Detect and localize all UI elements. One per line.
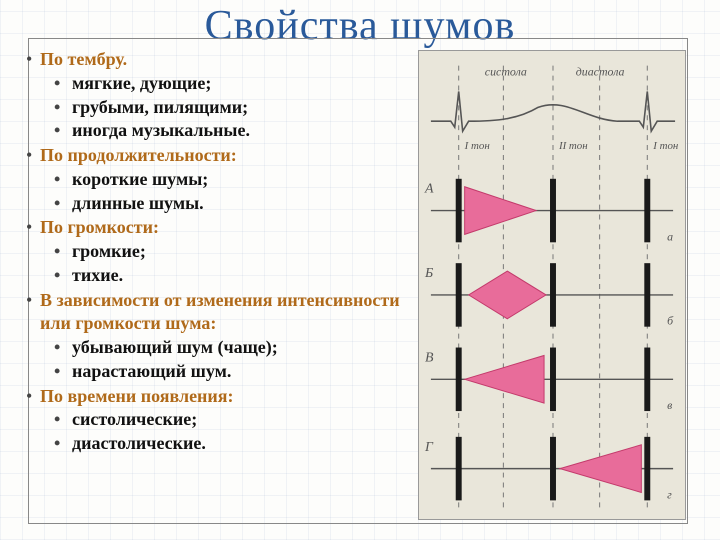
heart-sounds-diagram: систола диастола I тон II тон I тон Аа Бб Вв Гг — [418, 50, 686, 520]
category-label: По времени появления: — [40, 386, 234, 406]
svg-text:Г: Г — [424, 440, 434, 455]
category-item: По тембру. мягкие, дующие;грубыми, пилящи… — [40, 48, 410, 143]
category-label: По громкости: — [40, 217, 159, 237]
svg-text:г: г — [667, 487, 672, 501]
svg-text:диастола: диастола — [576, 65, 625, 79]
svg-text:в: в — [667, 398, 672, 412]
category-item: По громкости: громкие;тихие. — [40, 216, 410, 287]
sub-item: грубыми, пилящими; — [72, 96, 410, 120]
category-label: По продолжительности: — [40, 145, 237, 165]
sub-item: мягкие, дующие; — [72, 72, 410, 96]
category-item: По времени появления:систолические;диаст… — [40, 385, 410, 456]
sub-item: нарастающий шум. — [72, 360, 410, 384]
sub-item: диастолические. — [72, 432, 410, 456]
category-item: В зависимости от изменения интенсивности… — [40, 289, 410, 384]
svg-text:II тон: II тон — [558, 140, 588, 152]
sub-item: систолические; — [72, 408, 410, 432]
bullet-list: По тембру. мягкие, дующие;грубыми, пилящи… — [40, 48, 410, 457]
sub-item: громкие; — [72, 240, 410, 264]
sub-item: тихие. — [72, 264, 410, 288]
svg-text:А: А — [424, 182, 434, 197]
svg-text:систола: систола — [485, 65, 527, 79]
svg-text:I тон: I тон — [464, 140, 490, 152]
category-item: По продолжительности: короткие шумы;длинн… — [40, 144, 410, 215]
category-label: В зависимости от изменения интенсивности… — [40, 290, 400, 334]
svg-text:I тон: I тон — [652, 140, 678, 152]
category-label: По тембру. — [40, 49, 127, 69]
svg-text:В: В — [425, 350, 434, 365]
sub-item: короткие шумы; — [72, 168, 410, 192]
svg-text:б: б — [667, 314, 674, 328]
sub-item: иногда музыкальные. — [72, 119, 410, 143]
sub-item: убывающий шум (чаще); — [72, 336, 410, 360]
svg-text:а: а — [667, 229, 673, 243]
svg-text:Б: Б — [424, 266, 433, 281]
sub-item: длинные шумы. — [72, 192, 410, 216]
